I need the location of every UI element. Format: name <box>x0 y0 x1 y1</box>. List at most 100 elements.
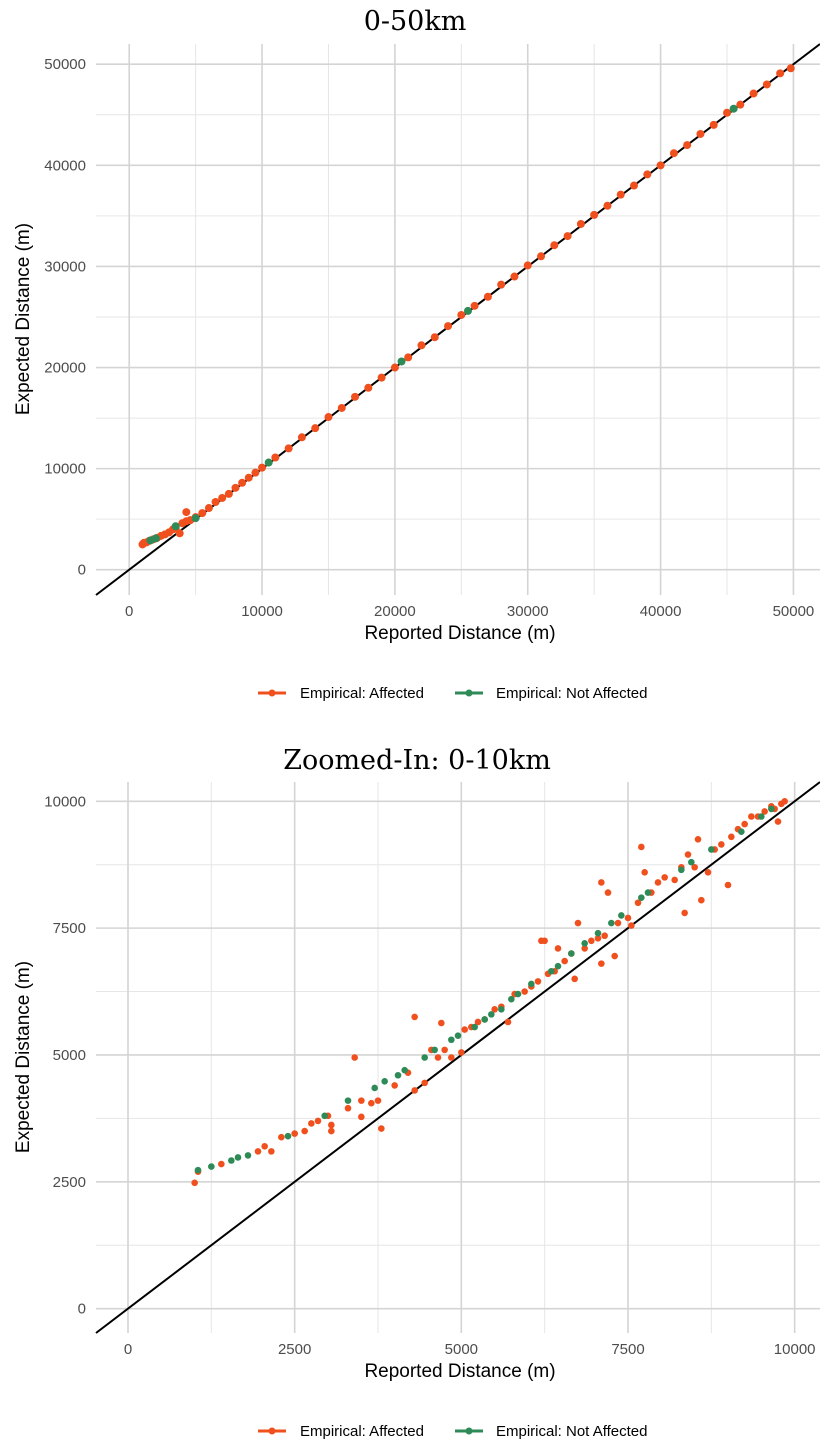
point-not-affected <box>381 1078 388 1085</box>
y-tick-label: 0 <box>78 562 86 579</box>
point-not-affected <box>729 104 738 113</box>
x-tick-labels: 0 10000 20000 30000 40000 50000 <box>125 603 814 620</box>
point-not-affected <box>471 1023 478 1031</box>
point-not-affected <box>394 1071 402 1079</box>
point-affected <box>218 493 227 502</box>
point-affected <box>337 403 346 412</box>
x-tick-label: 10000 <box>774 1341 816 1358</box>
legend-item-not-affected: Empirical: Not Affected <box>455 1423 647 1440</box>
x-tick-label: 0 <box>125 603 133 620</box>
point-not-affected <box>463 306 472 315</box>
legend-label-affected: Empirical: Affected <box>300 685 424 702</box>
point-affected <box>483 292 492 301</box>
point-affected <box>598 960 605 967</box>
point-affected <box>291 1130 298 1137</box>
point-not-affected <box>151 534 160 543</box>
point-affected <box>616 190 625 199</box>
legend-label-affected: Empirical: Affected <box>300 1423 424 1440</box>
y-tick-label: 30000 <box>44 258 86 275</box>
x-tick-label: 30000 <box>507 603 549 620</box>
point-affected <box>576 219 585 228</box>
point-not-affected <box>448 1036 455 1044</box>
chart-title: Zoomed-In: 0-10km <box>283 745 551 776</box>
point-affected <box>271 453 280 462</box>
legend: Empirical: Affected Empirical: Not Affec… <box>258 1423 647 1440</box>
point-not-affected <box>568 950 575 957</box>
point-affected <box>603 201 612 210</box>
point-not-affected <box>514 990 522 998</box>
y-tick-labels: 0 2500 5000 7500 10000 <box>44 793 86 1317</box>
point-affected <box>741 820 748 828</box>
y-tick-labels: 0 10000 20000 30000 40000 50000 <box>44 56 86 579</box>
point-not-affected <box>768 805 775 813</box>
point-affected <box>724 881 732 889</box>
point-affected <box>786 64 795 73</box>
point-not-affected <box>454 1032 462 1039</box>
point-affected <box>378 1125 385 1132</box>
point-affected <box>537 252 546 261</box>
point-not-affected <box>371 1084 378 1092</box>
point-affected <box>510 272 519 281</box>
point-affected <box>669 149 678 158</box>
point-affected <box>278 1133 285 1141</box>
point-affected <box>561 957 568 965</box>
point-affected <box>774 818 782 825</box>
point-affected <box>404 353 413 362</box>
data-points <box>191 797 788 1187</box>
legend-label-not-affected: Empirical: Not Affected <box>496 1423 647 1440</box>
point-affected <box>534 978 542 985</box>
point-affected <box>411 1013 418 1021</box>
point-not-affected <box>638 894 645 901</box>
point-affected <box>191 1179 198 1187</box>
legend: Empirical: Affected Empirical: Not Affec… <box>258 685 647 702</box>
point-not-affected <box>488 1011 495 1018</box>
point-affected <box>238 478 247 487</box>
x-tick-label: 50000 <box>773 603 815 620</box>
point-affected <box>563 232 572 241</box>
point-affected <box>728 833 735 841</box>
point-affected <box>541 937 548 945</box>
point-affected <box>351 392 360 401</box>
identity-line <box>95 781 820 1334</box>
point-affected <box>696 129 705 138</box>
point-affected <box>683 141 692 150</box>
point-affected <box>654 879 662 886</box>
point-not-affected <box>508 995 515 1003</box>
y-tick-label: 50000 <box>44 56 86 73</box>
point-affected <box>251 468 260 477</box>
y-axis-title: Expected Distance (m) <box>13 961 34 1153</box>
point-not-affected <box>244 1152 252 1159</box>
y-axis-title: Expected Distance (m) <box>13 223 34 415</box>
point-not-affected <box>431 1046 438 1054</box>
x-tick-label: 40000 <box>640 603 682 620</box>
x-axis-title: Reported Distance (m) <box>364 1361 555 1382</box>
point-affected <box>550 241 559 250</box>
point-not-affected <box>688 858 695 866</box>
x-tick-label: 0 <box>124 1341 132 1358</box>
point-affected <box>574 919 582 927</box>
point-affected <box>776 69 785 78</box>
point-not-affected <box>644 889 652 896</box>
point-affected <box>681 909 688 917</box>
y-tick-label: 20000 <box>44 360 86 377</box>
point-affected <box>634 899 642 907</box>
point-affected <box>601 932 608 940</box>
point-affected <box>718 841 725 848</box>
point-affected <box>308 1120 315 1127</box>
y-tick-label: 7500 <box>53 920 86 937</box>
point-affected <box>643 170 652 179</box>
point-not-affected <box>191 514 200 523</box>
point-not-affected <box>618 912 625 919</box>
point-not-affected <box>401 1066 408 1074</box>
y-tick-label: 10000 <box>44 461 86 478</box>
point-affected <box>284 444 293 453</box>
x-tick-label: 5000 <box>445 1341 478 1358</box>
point-affected <box>523 261 532 270</box>
point-affected <box>254 1148 262 1155</box>
point-not-affected <box>234 1154 242 1161</box>
point-affected <box>504 1018 512 1026</box>
point-affected <box>474 1018 482 1026</box>
point-affected <box>694 836 702 843</box>
point-not-affected <box>344 1097 352 1104</box>
